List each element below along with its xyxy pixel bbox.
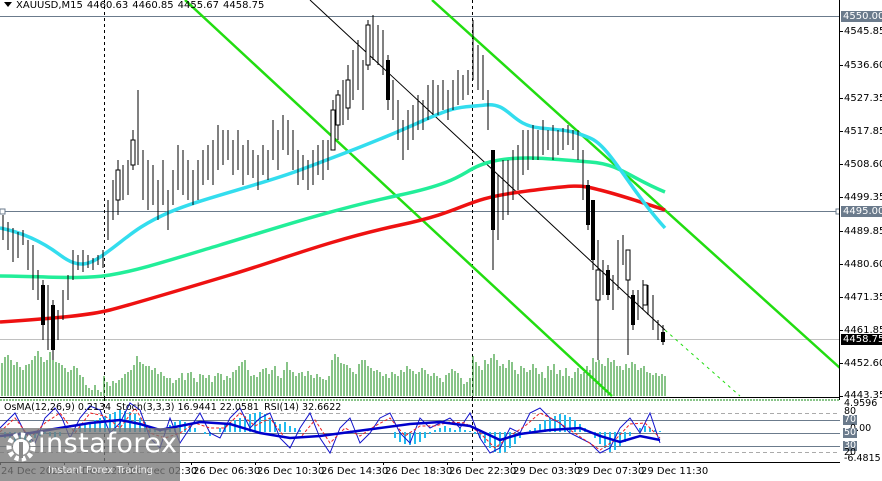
indicator-legend: OsMA(12,26,9) 0.2134 Stoch(3,3,3) 16.9441…	[4, 402, 346, 413]
rsi-30-badge: 30	[843, 440, 858, 451]
high-value: 4460.85	[132, 0, 174, 11]
ma-mid-line	[0, 156, 666, 280]
open-value: 4460.63	[86, 0, 129, 11]
price-tick-label: 4480.60	[844, 259, 882, 270]
symbol-label: XAUUSD,M15	[16, 0, 83, 11]
chart-title-bar: XAUUSD,M15 4460.63 4460.85 4455.67 4458.75	[0, 0, 268, 12]
price-tick-label: 4461.85	[844, 325, 882, 336]
stoch-20-label: 20	[844, 447, 857, 458]
rsi-70-badge: 70	[843, 414, 858, 425]
price-tick-label: 4452.60	[844, 358, 882, 369]
time-tick-label: 26 Dec 18:30	[385, 466, 453, 477]
time-tick-label: 29 Dec 07:30	[577, 466, 645, 477]
logo-name: instaforex	[38, 428, 178, 459]
time-tick-label: 26 Dec 10:30	[257, 466, 325, 477]
price-tick-label: 4517.85	[844, 126, 882, 137]
time-tick-label: 26 Dec 06:30	[193, 466, 261, 477]
zero-label: 0.00	[850, 423, 872, 434]
price-tick-label: 4499.35	[844, 192, 882, 203]
osma-max-label: 4.9596	[844, 398, 878, 409]
price-tick-label: 4545.85	[844, 26, 882, 37]
ma-slow-line	[0, 184, 666, 324]
rsi-line	[0, 418, 661, 444]
level-badge-upper: 4550.00	[841, 11, 882, 22]
close-value: 4458.75	[223, 0, 265, 11]
price-tick-label: 4443.35	[844, 390, 882, 401]
price-tick-label: 4489.85	[844, 226, 882, 237]
dropdown-triangle-icon[interactable]	[4, 2, 12, 7]
osma-min-label: -6.4815	[844, 453, 881, 464]
price-chart[interactable]	[0, 0, 840, 400]
time-tick-label: 29 Dec 11:30	[641, 466, 709, 477]
time-tick-label: 29 Dec 03:30	[513, 466, 581, 477]
low-value: 4455.67	[177, 0, 219, 11]
stoch-label: Stoch(3,3,3) 16.9441 22.0581	[116, 402, 260, 413]
rsi-label: RSI(14) 32.6622	[264, 402, 342, 413]
current-price-badge: 4458.75	[841, 334, 882, 345]
stoch-80-label: 80	[844, 406, 857, 417]
osma-label: OsMA(12,26,9) 0.2134	[4, 402, 112, 413]
level-badge-middle: 4495.00	[841, 206, 882, 217]
price-tick-label: 4508.60	[844, 159, 882, 170]
time-tick-label: 26 Dec 22:30	[449, 466, 517, 477]
regression-extension	[664, 329, 741, 397]
trend-channel	[184, 0, 840, 397]
price-tick-label: 4527.35	[844, 93, 882, 104]
gear-logo-icon	[6, 432, 36, 462]
price-axis[interactable]: 4545.85 4536.60 4527.35 4517.85 4508.60 …	[840, 0, 882, 401]
price-tick-label: 4536.60	[844, 60, 882, 71]
time-tick-label: 26 Dec 14:30	[321, 466, 389, 477]
indicator-axis: 4.9596 80 70 0.00 50 30 20 -6.4815	[840, 398, 882, 464]
candle-bodies-bearish	[41, 60, 665, 350]
volume-bars	[1, 351, 666, 396]
rsi-50-badge: 50	[843, 427, 858, 438]
price-tick-label: 4471.35	[844, 292, 882, 303]
logo-tagline: Instant Forex Trading	[48, 465, 154, 476]
candle-bodies	[115, 24, 648, 306]
ma-fast-line	[0, 103, 667, 266]
